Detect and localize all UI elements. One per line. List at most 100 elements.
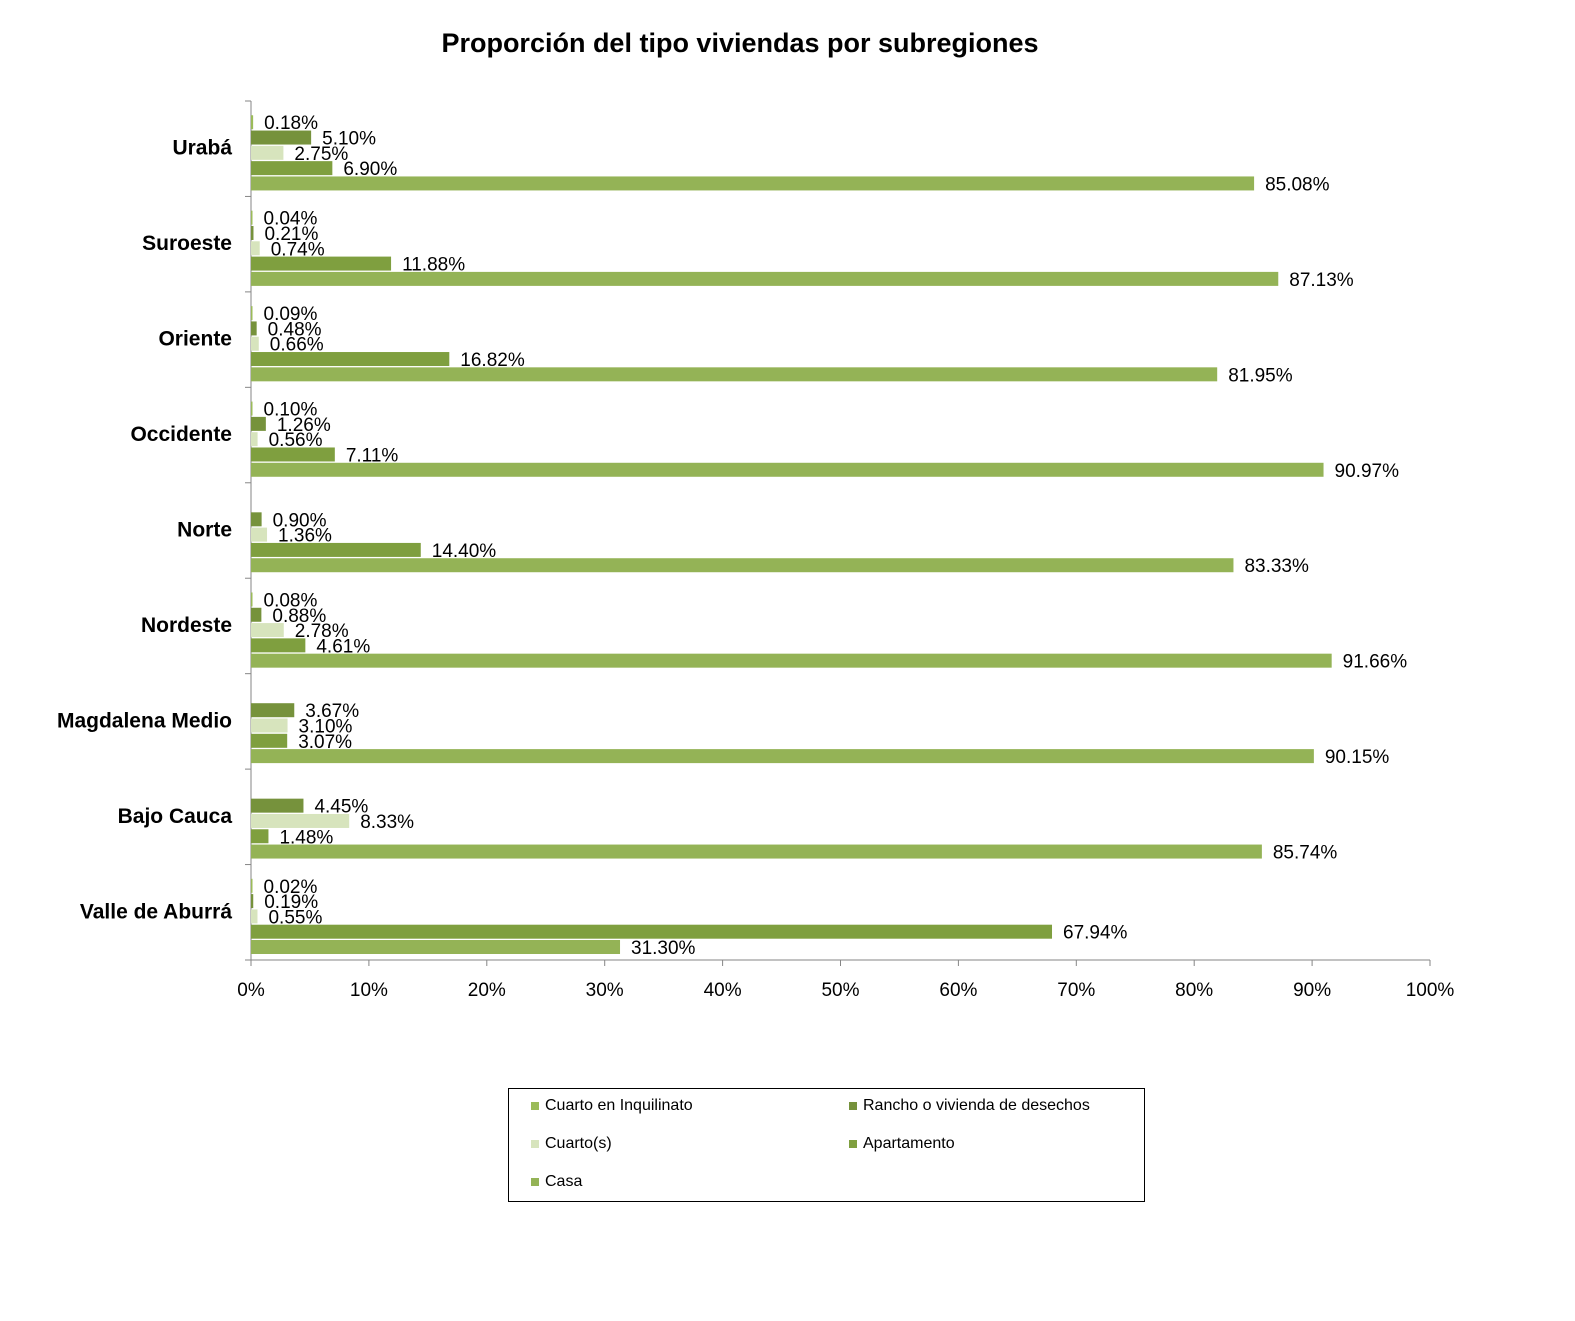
bar bbox=[251, 225, 254, 240]
legend-swatch-icon bbox=[531, 1140, 539, 1148]
bar bbox=[251, 176, 1255, 191]
category-label: Norte bbox=[177, 519, 232, 542]
legend-swatch-icon bbox=[849, 1102, 857, 1110]
x-tick-label: 50% bbox=[821, 980, 859, 1001]
bar bbox=[251, 894, 254, 909]
data-label: 1.36% bbox=[278, 526, 332, 547]
bar bbox=[251, 718, 288, 733]
data-label: 81.95% bbox=[1228, 365, 1293, 386]
data-label: 3.07% bbox=[298, 732, 352, 753]
bar bbox=[251, 653, 1332, 668]
data-label: 0.08% bbox=[264, 590, 318, 611]
data-label: 0.21% bbox=[264, 224, 318, 245]
data-label: 1.48% bbox=[279, 827, 333, 848]
bar bbox=[251, 336, 259, 351]
data-label: 5.10% bbox=[322, 129, 376, 150]
bar bbox=[251, 527, 268, 542]
data-label: 0.10% bbox=[264, 400, 318, 421]
data-label: 6.90% bbox=[343, 159, 397, 180]
legend: Cuarto en Inquilinato Rancho o vivienda … bbox=[508, 1088, 1145, 1202]
data-label: 0.09% bbox=[264, 304, 318, 325]
x-tick-label: 30% bbox=[586, 980, 624, 1001]
data-label: 11.88% bbox=[402, 255, 465, 276]
bar bbox=[251, 271, 1279, 286]
data-label: 31.30% bbox=[631, 938, 696, 959]
data-label: 87.13% bbox=[1289, 270, 1354, 291]
x-tick-label: 40% bbox=[704, 980, 742, 1001]
data-label: 2.75% bbox=[294, 144, 348, 165]
x-tick-label: 70% bbox=[1057, 980, 1095, 1001]
bar bbox=[251, 210, 253, 225]
bar bbox=[251, 416, 266, 431]
data-label: 7.11% bbox=[346, 445, 399, 466]
bar bbox=[251, 145, 284, 160]
data-label: 0.48% bbox=[268, 319, 322, 340]
bar bbox=[251, 703, 295, 718]
category-label: Valle de Aburrá bbox=[80, 900, 232, 923]
x-tick-label: 100% bbox=[1406, 980, 1455, 1001]
category-label: Magdalena Medio bbox=[57, 709, 232, 732]
bar bbox=[251, 592, 253, 607]
x-tick-label: 60% bbox=[939, 980, 977, 1001]
data-label: 0.02% bbox=[264, 877, 318, 898]
x-tick-label: 0% bbox=[237, 980, 265, 1001]
category-label: Nordeste bbox=[141, 614, 232, 637]
bar bbox=[251, 607, 262, 622]
data-label: 1.26% bbox=[277, 415, 331, 436]
legend-swatch-icon bbox=[531, 1102, 539, 1110]
data-label: 8.33% bbox=[360, 812, 414, 833]
category-label: Urabá bbox=[172, 137, 232, 160]
bar bbox=[251, 512, 262, 527]
bar bbox=[251, 462, 1324, 477]
data-label: 67.94% bbox=[1063, 923, 1128, 944]
legend-swatch-icon bbox=[531, 1178, 539, 1186]
legend-label: Cuarto en Inquilinato bbox=[545, 1097, 693, 1114]
x-tick-label: 10% bbox=[350, 980, 388, 1001]
bar bbox=[251, 401, 253, 416]
data-label: 4.45% bbox=[314, 797, 368, 818]
bar bbox=[251, 558, 1234, 573]
data-label: 0.88% bbox=[272, 606, 326, 627]
data-label: 4.61% bbox=[316, 636, 370, 657]
legend-label: Cuarto(s) bbox=[545, 1135, 612, 1152]
bar bbox=[251, 321, 257, 336]
x-tick-label: 20% bbox=[468, 980, 506, 1001]
category-label: Oriente bbox=[158, 328, 232, 351]
data-label: 3.67% bbox=[305, 701, 359, 722]
data-label: 0.55% bbox=[268, 907, 322, 928]
bar bbox=[251, 940, 621, 954]
bar bbox=[251, 130, 312, 145]
legend-item-apartamento: Apartamento bbox=[849, 1135, 955, 1153]
data-label: 83.33% bbox=[1244, 556, 1309, 577]
legend-item-cuartos: Cuarto(s) bbox=[531, 1135, 612, 1153]
bar bbox=[251, 161, 333, 176]
data-label: 0.18% bbox=[264, 113, 318, 134]
data-label: 0.90% bbox=[273, 510, 327, 531]
bar bbox=[251, 829, 269, 844]
bar bbox=[251, 306, 253, 321]
data-label: 16.82% bbox=[460, 350, 525, 371]
legend-item-rancho: Rancho o vivienda de desechos bbox=[849, 1097, 1090, 1115]
data-label: 0.19% bbox=[264, 892, 318, 913]
bar bbox=[251, 924, 1053, 939]
data-label: 0.56% bbox=[269, 430, 323, 451]
data-label: 2.78% bbox=[295, 621, 349, 642]
bar bbox=[251, 367, 1218, 382]
bar bbox=[251, 749, 1314, 764]
legend-label: Apartamento bbox=[863, 1135, 955, 1152]
legend-swatch-icon bbox=[849, 1140, 857, 1148]
data-label: 85.08% bbox=[1265, 174, 1330, 195]
data-label: 90.97% bbox=[1335, 461, 1400, 482]
category-label: Bajo Cauca bbox=[118, 805, 233, 828]
bar bbox=[251, 115, 254, 130]
data-label: 90.15% bbox=[1325, 747, 1390, 768]
x-tick-label: 80% bbox=[1175, 980, 1213, 1001]
x-tick-label: 90% bbox=[1293, 980, 1331, 1001]
data-label: 91.66% bbox=[1343, 652, 1408, 673]
legend-item-cuarto-inquilinato: Cuarto en Inquilinato bbox=[531, 1097, 693, 1115]
bar bbox=[251, 844, 1262, 859]
legend-label: Casa bbox=[545, 1173, 583, 1190]
bar bbox=[251, 909, 258, 924]
category-label: Occidente bbox=[130, 423, 232, 446]
data-label: 0.74% bbox=[271, 239, 325, 260]
